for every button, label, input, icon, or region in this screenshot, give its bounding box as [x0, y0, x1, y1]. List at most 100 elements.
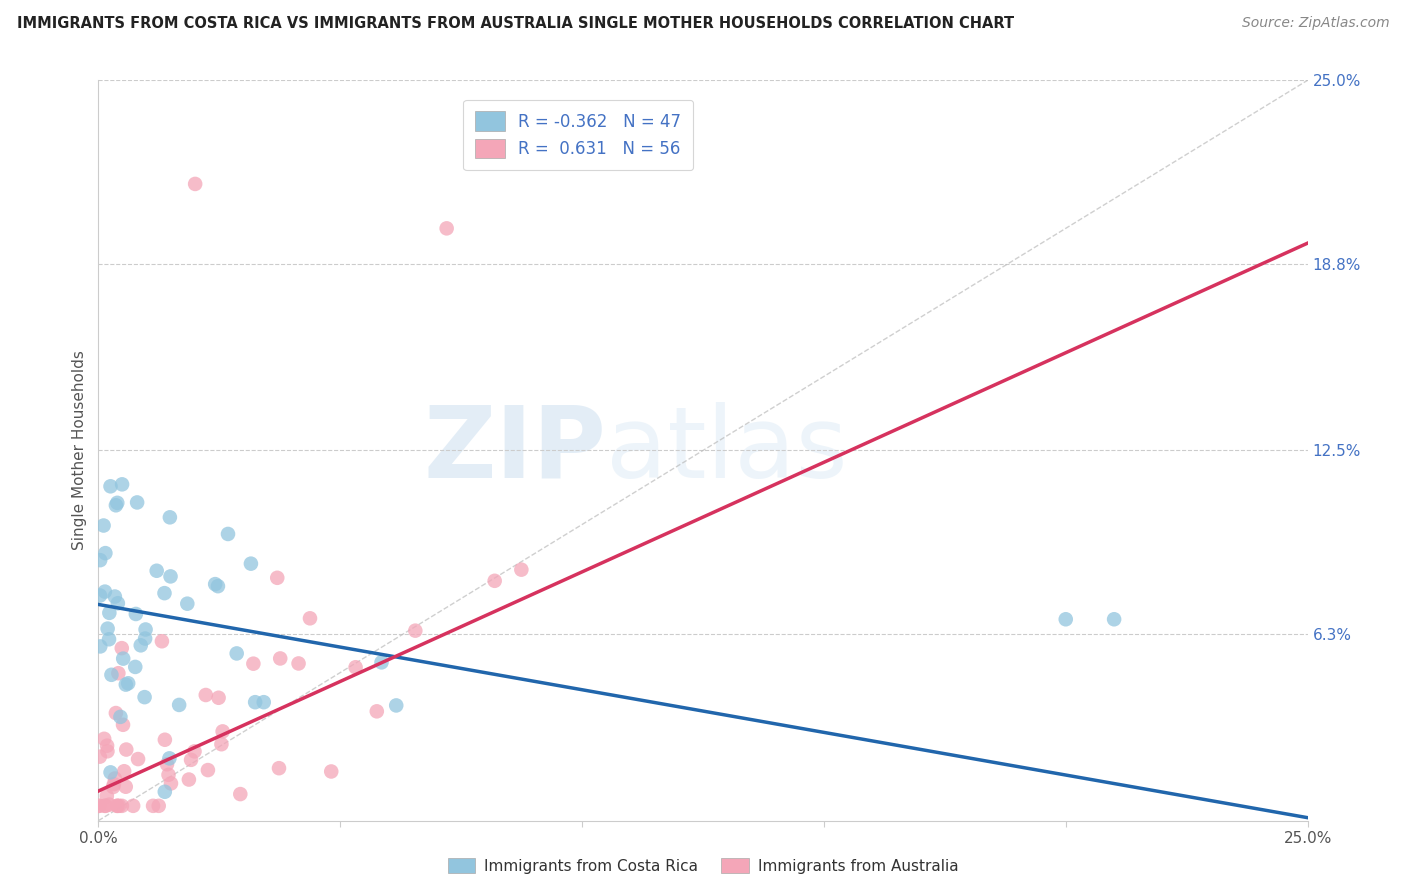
- Point: [104, 772, 127, 786]
- Point: [153, 732, 176, 747]
- Point: [150, 634, 173, 648]
- Point: [225, 647, 247, 661]
- Point: [134, 690, 156, 705]
- Point: [97, 622, 120, 636]
- Point: [127, 752, 149, 766]
- Point: [243, 695, 266, 709]
- Point: [89, 798, 111, 813]
- Point: [122, 798, 145, 813]
- Point: [96, 789, 118, 803]
- Point: [167, 698, 190, 712]
- Point: [101, 780, 124, 794]
- Point: [211, 724, 233, 739]
- Point: [287, 657, 309, 671]
- Point: [107, 666, 129, 681]
- Point: [114, 678, 136, 692]
- Point: [98, 606, 121, 620]
- Point: [142, 798, 165, 813]
- Point: [87, 798, 110, 813]
- Point: [98, 632, 121, 647]
- Point: [89, 553, 111, 567]
- Point: [89, 640, 111, 654]
- Point: [96, 739, 118, 753]
- Text: Source: ZipAtlas.com: Source: ZipAtlas.com: [1241, 16, 1389, 30]
- Text: atlas: atlas: [606, 402, 848, 499]
- Point: [105, 798, 128, 813]
- Text: ZIP: ZIP: [423, 402, 606, 499]
- Point: [239, 557, 262, 571]
- Point: [105, 496, 128, 510]
- Point: [160, 776, 183, 790]
- Point: [366, 704, 388, 718]
- Point: [159, 569, 181, 583]
- Point: [385, 698, 408, 713]
- Point: [100, 479, 122, 493]
- Legend: Immigrants from Costa Rica, Immigrants from Australia: Immigrants from Costa Rica, Immigrants f…: [441, 852, 965, 880]
- Point: [207, 579, 229, 593]
- Point: [148, 798, 170, 813]
- Point: [404, 624, 426, 638]
- Point: [266, 571, 288, 585]
- Point: [177, 772, 200, 787]
- Point: [111, 477, 134, 491]
- Point: [145, 564, 167, 578]
- Point: [104, 706, 127, 720]
- Point: [207, 690, 229, 705]
- Point: [104, 590, 127, 604]
- Point: [108, 798, 131, 813]
- Point: [94, 584, 117, 599]
- Y-axis label: Single Mother Households: Single Mother Households: [72, 351, 87, 550]
- Point: [94, 798, 117, 813]
- Point: [117, 676, 139, 690]
- Point: [107, 596, 129, 610]
- Point: [93, 731, 115, 746]
- Point: [111, 718, 134, 732]
- Point: [157, 768, 180, 782]
- Point: [129, 638, 152, 652]
- Point: [134, 632, 156, 646]
- Point: [93, 518, 115, 533]
- Point: [183, 744, 205, 758]
- Point: [100, 765, 122, 780]
- Point: [114, 780, 136, 794]
- Point: [89, 589, 111, 603]
- Point: [157, 751, 180, 765]
- Point: [103, 777, 125, 791]
- Point: [124, 660, 146, 674]
- Point: [197, 763, 219, 777]
- Point: [184, 177, 207, 191]
- Point: [242, 657, 264, 671]
- Point: [111, 641, 134, 656]
- Point: [100, 668, 122, 682]
- Point: [1102, 612, 1125, 626]
- Point: [93, 798, 115, 813]
- Legend: R = -0.362   N = 47, R =  0.631   N = 56: R = -0.362 N = 47, R = 0.631 N = 56: [464, 100, 693, 169]
- Point: [105, 798, 128, 813]
- Point: [112, 651, 135, 665]
- Point: [94, 546, 117, 560]
- Point: [510, 563, 533, 577]
- Point: [98, 797, 121, 812]
- Point: [96, 744, 118, 758]
- Point: [194, 688, 217, 702]
- Point: [229, 787, 252, 801]
- Point: [176, 597, 198, 611]
- Point: [217, 527, 239, 541]
- Point: [127, 495, 149, 509]
- Point: [153, 785, 176, 799]
- Point: [484, 574, 506, 588]
- Point: [1054, 612, 1077, 626]
- Point: [370, 656, 392, 670]
- Text: IMMIGRANTS FROM COSTA RICA VS IMMIGRANTS FROM AUSTRALIA SINGLE MOTHER HOUSEHOLDS: IMMIGRANTS FROM COSTA RICA VS IMMIGRANTS…: [17, 16, 1014, 31]
- Point: [436, 221, 458, 235]
- Point: [267, 761, 290, 775]
- Point: [156, 757, 179, 772]
- Point: [269, 651, 291, 665]
- Point: [209, 737, 232, 751]
- Point: [112, 764, 135, 779]
- Point: [104, 498, 127, 512]
- Point: [89, 749, 111, 764]
- Point: [180, 753, 202, 767]
- Point: [253, 695, 276, 709]
- Point: [153, 586, 176, 600]
